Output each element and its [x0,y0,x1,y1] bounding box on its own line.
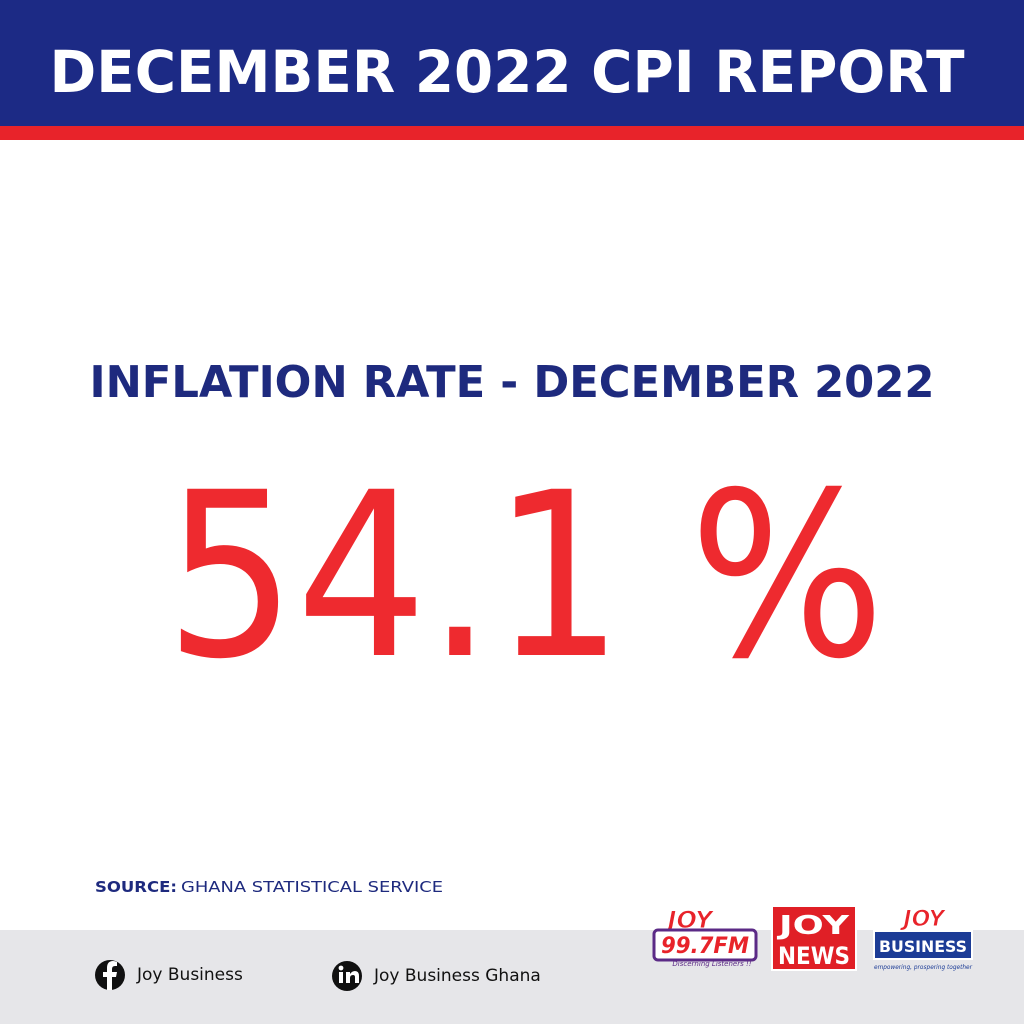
header-title: DECEMBER 2022 CPI REPORT [50,38,965,106]
joy-business-logo: JOY BUSINESS empowering, prospering toge… [873,907,973,971]
logo-tagline: Discerning Listeners !! [672,960,751,968]
facebook-icon [95,960,125,990]
linkedin-icon [332,961,362,991]
source-text: GHANA STATISTICAL SERVICE [181,878,443,896]
header-stripe [0,126,1024,140]
social-label: Joy Business Ghana [373,966,541,986]
headline: INFLATION RATE - DECEMBER 2022 [90,357,935,408]
logo-tagline: empowering, prospering together [874,963,973,971]
logo-text: NEWS [778,942,850,970]
header-band [0,0,1024,126]
rate-value: 54.1 % [165,443,885,709]
source-label: SOURCE: [95,878,177,896]
logo-text: BUSINESS [879,937,967,956]
logo-text: 99.7FM [661,934,749,959]
social-label: Joy Business [136,965,243,985]
logo-text: JOY [899,907,946,932]
joy-fm-logo: JOY 99.7FM Discerning Listeners !! [652,906,758,968]
joy-news-logo: JOY NEWS [771,905,857,971]
logo-text: JOY [776,911,850,941]
